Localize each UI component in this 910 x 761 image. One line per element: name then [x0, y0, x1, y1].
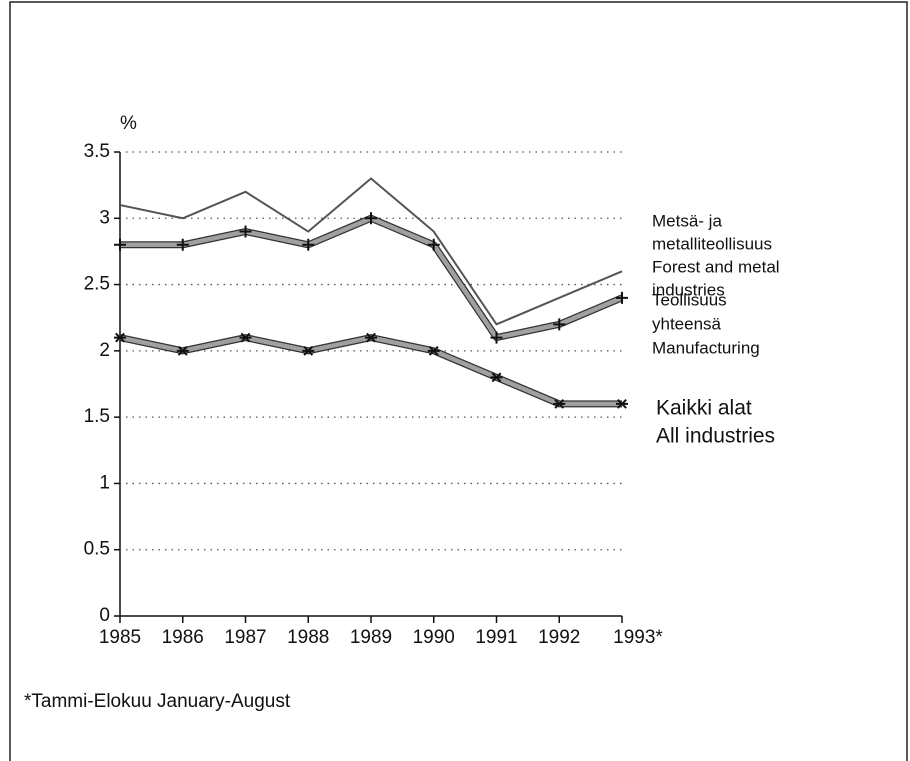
y-axis-label: %	[120, 113, 137, 134]
legend-label: Kaikki alat	[656, 397, 752, 420]
marker	[616, 291, 628, 304]
x-tick-label: 1987	[224, 627, 266, 648]
x-tick-label: 1993*	[613, 627, 663, 648]
marker	[302, 345, 315, 356]
marker	[114, 238, 126, 251]
marker	[365, 332, 377, 343]
y-tick-label: 3.5	[84, 141, 110, 162]
series-line	[119, 177, 623, 326]
y-tick-label: 3	[99, 207, 110, 228]
y-tick-label: 1.5	[84, 406, 110, 427]
marker	[114, 332, 126, 343]
y-tick-label: 2.5	[84, 274, 110, 295]
x-tick-label: 1990	[413, 627, 455, 648]
marker	[176, 238, 189, 251]
series-line-edge	[120, 214, 624, 342]
legend-label: Forest and metal	[652, 257, 780, 276]
x-tick-label: 1985	[99, 627, 141, 648]
legend-label: Metsä- ja	[652, 211, 722, 230]
marker	[427, 345, 440, 356]
legend-label: yhteensä	[652, 314, 722, 333]
y-tick-label: 1	[99, 472, 110, 493]
y-tick-label: 0	[99, 605, 110, 626]
marker	[427, 238, 440, 251]
marker	[239, 332, 252, 343]
x-tick-label: 1986	[162, 627, 204, 648]
x-tick-label: 1989	[350, 627, 392, 648]
x-tick-label: 1988	[287, 627, 329, 648]
legend-label: industries	[652, 280, 725, 299]
marker	[490, 372, 503, 383]
marker	[616, 398, 628, 409]
legend-label: Manufacturing	[652, 338, 760, 357]
footnote: *Tammi-Elokuu January-August	[24, 691, 291, 712]
marker	[490, 331, 503, 344]
marker	[302, 238, 315, 251]
marker	[176, 345, 189, 356]
x-tick-label: 1992	[538, 627, 580, 648]
legend-label: Teollisuus	[652, 290, 727, 309]
marker	[553, 398, 566, 409]
marker	[553, 318, 566, 331]
series-line	[119, 335, 622, 407]
marker	[239, 225, 252, 238]
legend-label: All industries	[656, 425, 775, 448]
marker	[365, 212, 377, 225]
legend-label: metalliteollisuus	[652, 234, 772, 253]
y-tick-label: 0.5	[84, 539, 110, 560]
frame	[9, 1, 908, 761]
series-line	[120, 216, 623, 340]
y-tick-label: 2	[99, 340, 110, 361]
x-tick-label: 1991	[475, 627, 517, 648]
